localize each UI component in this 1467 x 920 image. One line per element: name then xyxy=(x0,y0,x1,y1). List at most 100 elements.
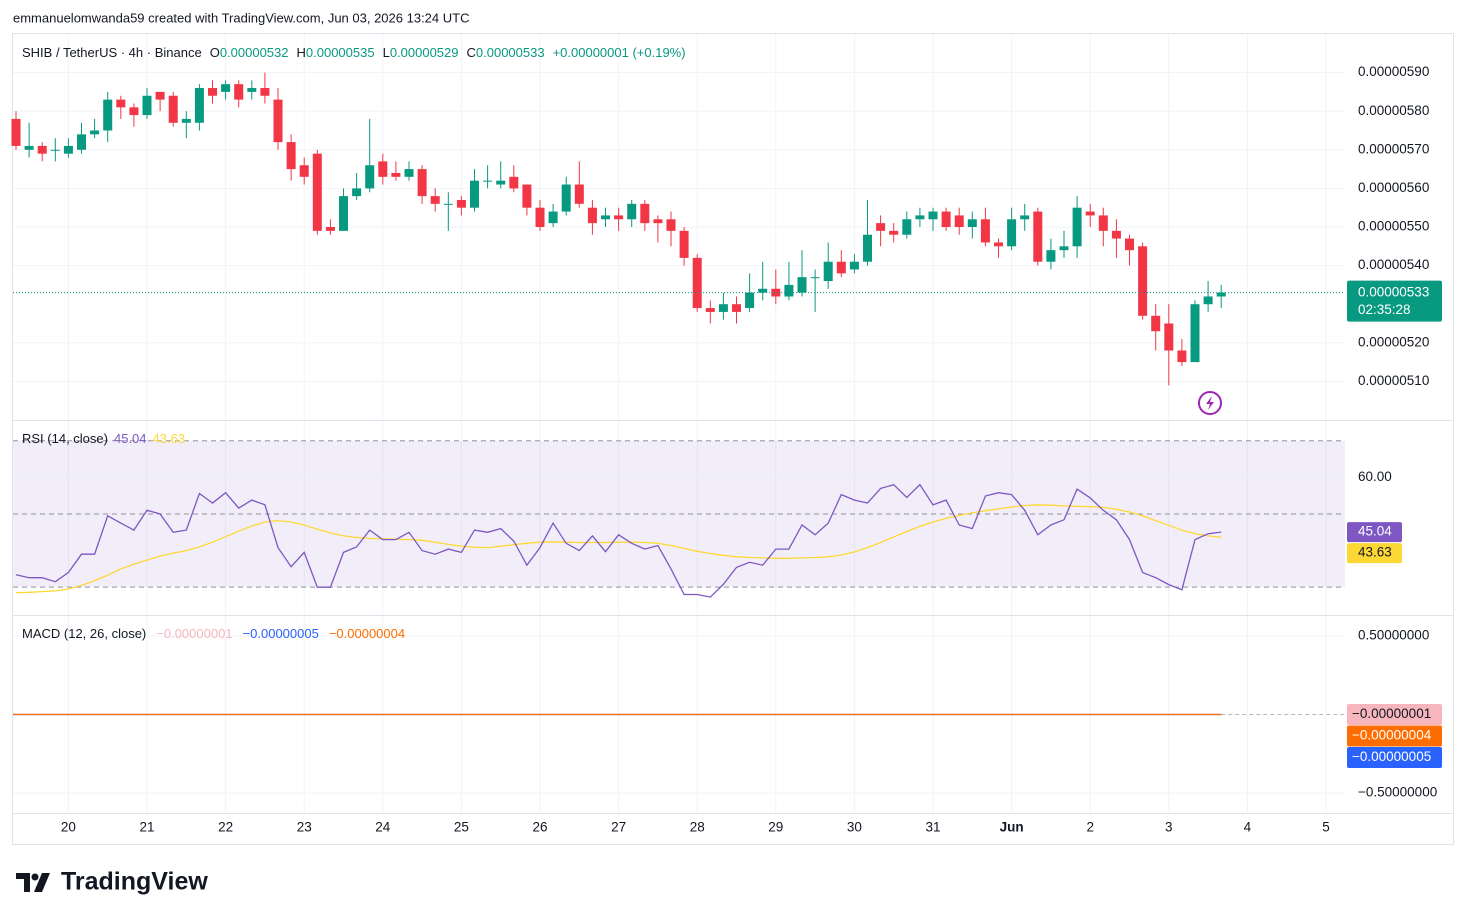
candle-body xyxy=(37,145,47,154)
candle-body xyxy=(967,219,977,227)
candle-body xyxy=(705,308,715,312)
macd-tag xyxy=(1347,725,1442,747)
attribution: emmanuelomwanda59 created with TradingVi… xyxy=(13,10,469,25)
candle-body xyxy=(430,196,440,204)
rsi-tag xyxy=(1347,543,1402,564)
candle-body xyxy=(208,88,218,96)
logo-text: TradingView xyxy=(61,868,208,896)
candle-body xyxy=(732,304,742,312)
x-tick-label: 23 xyxy=(297,820,312,835)
ohlc-value: 0.00000535 xyxy=(306,45,375,60)
candle-body xyxy=(1020,215,1030,220)
candle-body xyxy=(810,277,820,279)
candle-body xyxy=(483,180,493,182)
candle-body xyxy=(941,211,951,227)
candle-body xyxy=(1059,246,1069,251)
y-tick-label: 0.00000560 xyxy=(1358,180,1429,195)
price-tag xyxy=(1347,280,1442,322)
candle-body xyxy=(1085,211,1095,216)
candle-body xyxy=(1007,219,1017,247)
macd-tag-label: −0.00000005 xyxy=(1352,749,1431,764)
y-tick-label: 0.50000000 xyxy=(1358,628,1429,643)
y-tick-label: 0.00000550 xyxy=(1358,219,1429,234)
candle-body xyxy=(522,184,532,208)
candle-body xyxy=(90,130,100,135)
macd-tag xyxy=(1347,704,1442,725)
candle-body xyxy=(561,184,571,212)
rsi-tag xyxy=(1347,522,1402,543)
x-tick-label: 20 xyxy=(61,820,76,835)
candle-body xyxy=(470,180,480,208)
candle-body xyxy=(142,95,152,116)
candle-body xyxy=(221,84,231,92)
candle-body xyxy=(902,219,912,235)
candle-body xyxy=(77,134,87,150)
symbol-title: SHIB / TetherUS · 4h · Binance xyxy=(22,45,202,60)
x-tick-label: 2 xyxy=(1086,820,1094,835)
x-tick-label: 3 xyxy=(1165,820,1173,835)
candle-body xyxy=(247,88,257,92)
candle-body xyxy=(548,211,558,224)
price-tag-label: 0.00000533 xyxy=(1358,285,1429,300)
y-tick-label: 0.00000540 xyxy=(1358,257,1429,272)
rsi-line xyxy=(15,483,1222,598)
x-tick-label: 25 xyxy=(454,820,469,835)
ohlc-key: L xyxy=(383,45,390,60)
candle-body xyxy=(1216,292,1226,297)
macd-value: −0.00000005 xyxy=(243,626,319,641)
candle-body xyxy=(312,153,322,231)
macd-title: MACD (12, 26, close) xyxy=(22,626,146,641)
y-tick-label: 0.00000520 xyxy=(1358,334,1429,349)
candle-body xyxy=(352,188,362,197)
candle-body xyxy=(980,219,990,243)
candle-body xyxy=(823,261,833,282)
candle-body xyxy=(496,180,506,185)
candle-body xyxy=(836,261,846,274)
candle-body xyxy=(129,107,139,116)
candle-body xyxy=(863,234,873,262)
rsi-tag-label: 43.63 xyxy=(1358,545,1392,560)
candle-body xyxy=(797,277,807,293)
candle-body xyxy=(1151,315,1161,332)
ohlc-value: 0.00000533 xyxy=(476,45,545,60)
candle-body xyxy=(994,242,1004,247)
logo: TradingView xyxy=(16,868,208,896)
macd-tag-label: −0.00000001 xyxy=(1352,706,1431,721)
candle-body xyxy=(1138,246,1148,316)
candle-body xyxy=(286,142,296,170)
candle-body xyxy=(1072,207,1082,247)
x-tick-label: 22 xyxy=(218,820,233,835)
candle-body xyxy=(1098,215,1108,231)
y-tick-label: 60.00 xyxy=(1358,469,1392,484)
candle-body xyxy=(1125,238,1135,251)
candle-body xyxy=(234,84,244,100)
candle-body xyxy=(365,165,375,189)
ohlc-key: H xyxy=(297,45,306,60)
rsi-title: RSI (14, close) xyxy=(22,431,108,446)
x-tick-label: 30 xyxy=(847,820,862,835)
rsi-tag-label: 45.04 xyxy=(1358,524,1392,539)
x-tick-label: 31 xyxy=(925,820,940,835)
plot: 20 21 22 23 24 25 26 27 28 29 30 31 Jun 2 3 4 50.0000059… xyxy=(11,34,1442,835)
y-tick-label: 0.00000570 xyxy=(1358,141,1429,156)
candle-body xyxy=(679,230,689,258)
candle-body xyxy=(63,145,73,154)
candle-body xyxy=(627,203,637,220)
chart-frame xyxy=(12,33,1454,845)
candle-body xyxy=(889,230,899,235)
candle-body xyxy=(378,161,388,177)
rsi-legend: RSI (14, close) 45.04 43.63 xyxy=(22,431,185,446)
candle-body xyxy=(325,227,335,231)
candle-body xyxy=(260,88,270,96)
candle-body xyxy=(849,261,859,270)
candle-body xyxy=(1111,230,1121,239)
candle-body xyxy=(11,118,21,146)
candle-body xyxy=(404,169,414,177)
candle-body xyxy=(417,169,427,197)
macd-tag xyxy=(1347,747,1442,768)
candle-body xyxy=(745,292,755,309)
candle-body xyxy=(391,172,401,177)
ohlc-key: C xyxy=(467,45,476,60)
candle-body xyxy=(653,219,663,224)
